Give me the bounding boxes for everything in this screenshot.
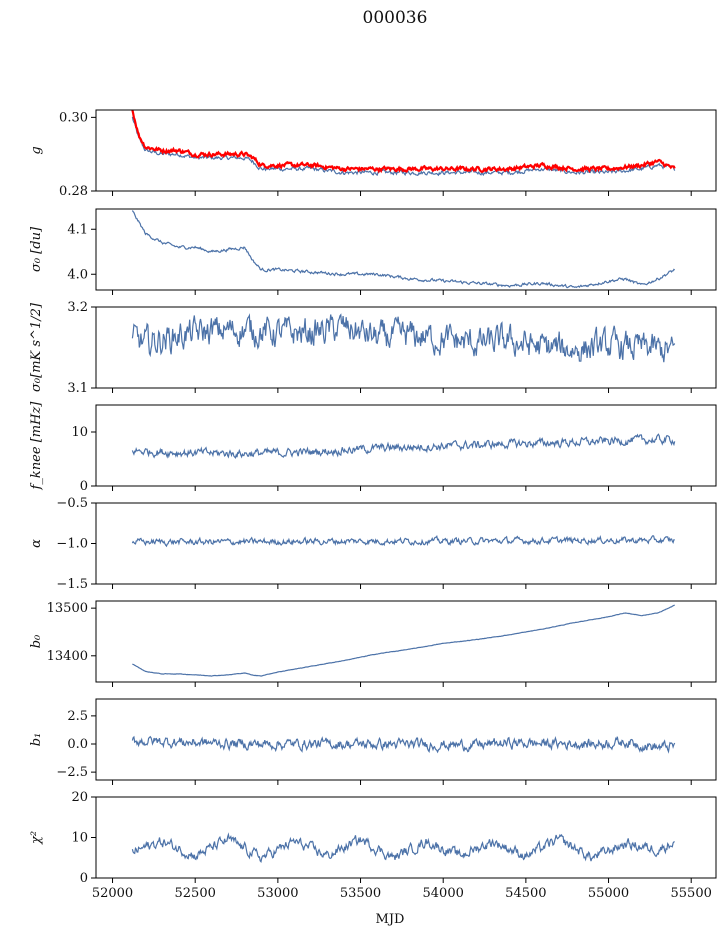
panel-3-ytick-label-2: 3.1 — [67, 381, 88, 396]
panel-2-ylabel: σ₀ [du] — [29, 226, 44, 272]
panel-8-ytick-label-1: 20 — [71, 790, 88, 805]
x-tick-label-1: 52000 — [92, 886, 133, 901]
panel-5-ytick-label-2: −1.0 — [56, 537, 88, 552]
panel-7-ytick-label-2: 0.0 — [67, 737, 88, 752]
panel-5: −0.5 −1.0 −1.5 α — [29, 496, 717, 592]
panel-8-ylabel: χ² — [29, 831, 44, 845]
x-tick-label-6: 54500 — [505, 886, 546, 901]
panel-1-ytick-label-1: 0.30 — [59, 110, 88, 125]
panel-8-ytick-label-2: 10 — [71, 831, 88, 846]
panel-8-series-1-line — [131, 832, 675, 863]
panel-7-ylabel: b₁ — [29, 733, 44, 747]
panel-3: 3.2 3.1 σ₀[mK s^1/2] — [29, 300, 717, 396]
x-axis-label: MJD — [376, 912, 405, 927]
panel-1-series-2-line — [131, 110, 676, 174]
panel-8-ytick-label-3: 0 — [80, 871, 88, 886]
figure-title: 000036 — [362, 8, 428, 28]
panel-6-series-1-line — [132, 604, 675, 677]
panel-3-series-1-line — [131, 313, 676, 363]
panel-8: 20 10 0 52000 52500 53000 53500 54000 54500 55000… — [29, 790, 717, 901]
panel-3-frame — [95, 306, 717, 389]
panel-6-ylabel: b₀ — [29, 634, 44, 648]
panel-5-ytick-label-3: −1.5 — [56, 577, 88, 592]
panel-5-ylabel: α — [29, 539, 44, 548]
x-tick-label-7: 55000 — [588, 886, 629, 901]
panel-2-ytick-label-1: 4.1 — [67, 222, 88, 237]
panel-6-ytick-label-1: 13500 — [47, 601, 88, 616]
x-tick-label-8: 55500 — [671, 886, 712, 901]
panel-6-frame — [95, 600, 717, 683]
panel-4-ytick-label-2: 0 — [80, 479, 88, 494]
panel-7: 2.5 0.0 −2.5 b₁ — [29, 698, 717, 785]
panel-2-ytick-label-2: 4.0 — [67, 267, 88, 282]
panel-1-ylabel: g — [29, 146, 44, 154]
panel-5-series-1-line — [131, 534, 675, 548]
panel-7-frame — [95, 698, 717, 781]
panel-1: 0.30 0.28 g — [29, 109, 717, 199]
panel-1-ytick-label-2: 0.28 — [59, 184, 88, 199]
panel-4-series-1-line — [131, 433, 676, 460]
panel-2-series-1-line — [131, 210, 676, 289]
panel-1-frame — [95, 109, 717, 192]
panel-4-ylabel: f_knee [mHz] — [29, 401, 44, 491]
panel-7-ytick-label-3: −2.5 — [56, 765, 88, 780]
panel-8-frame — [95, 796, 717, 879]
panel-3-ylabel: σ₀[mK s^1/2] — [29, 302, 44, 392]
panel-4-ytick-label-1: 10 — [71, 425, 88, 440]
panel-4-frame — [95, 404, 717, 487]
x-tick-label-3: 53000 — [257, 886, 298, 901]
panel-6-ytick-label-2: 13400 — [47, 649, 88, 664]
panel-7-ytick-label-1: 2.5 — [67, 709, 88, 724]
x-tick-label-5: 54000 — [423, 886, 464, 901]
panel-3-ytick-label-1: 3.2 — [67, 300, 88, 315]
panel-5-ytick-label-1: −0.5 — [56, 496, 88, 511]
panel-1-series-1-line — [131, 116, 676, 177]
x-tick-label-4: 53500 — [340, 886, 381, 901]
x-tick-label-2: 52500 — [175, 886, 216, 901]
panel-2-frame — [95, 208, 717, 291]
panel-7-series-1-line — [131, 735, 676, 754]
panel-4: 10 0 f_knee [mHz] — [29, 401, 717, 494]
panel-2: 4.1 4.0 σ₀ [du] — [29, 208, 717, 295]
